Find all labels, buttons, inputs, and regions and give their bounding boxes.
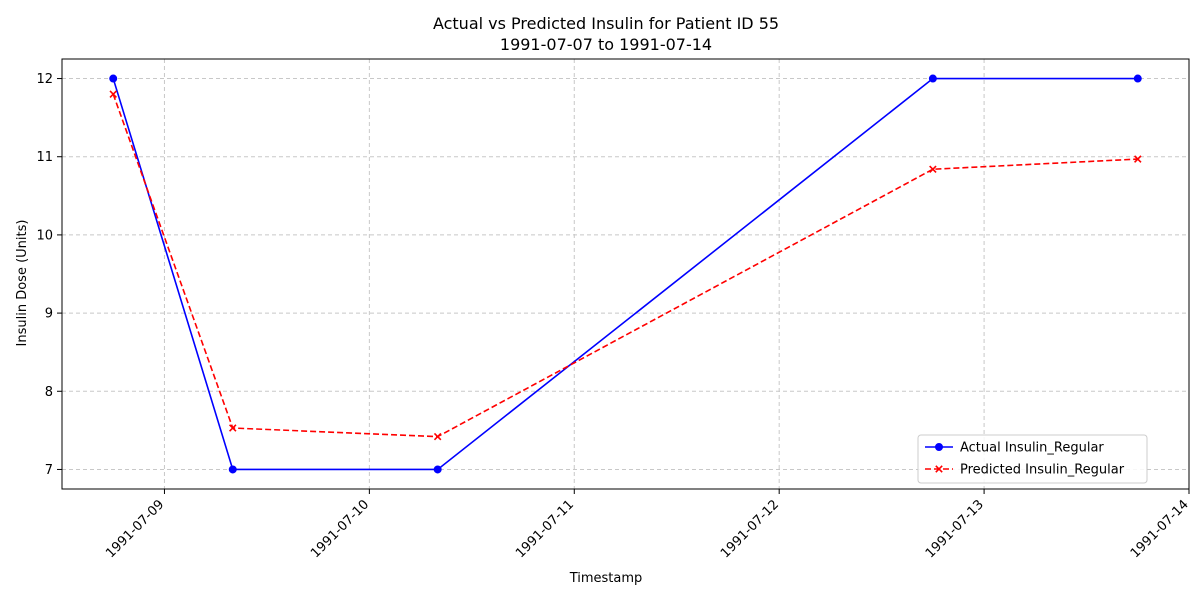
data-point bbox=[1134, 155, 1142, 163]
legend-box bbox=[917, 434, 1148, 484]
chart-subtitle: 1991-07-07 to 1991-07-14 bbox=[500, 35, 712, 54]
series-1 bbox=[109, 90, 1142, 441]
data-point bbox=[929, 165, 937, 174]
chart-title: Actual vs Predicted Insulin for Patient … bbox=[433, 14, 779, 33]
data-point bbox=[433, 465, 442, 474]
y-tick-label: 10 bbox=[36, 228, 53, 243]
x-tick-label: 1991-07-12 bbox=[718, 497, 782, 561]
y-tick-label: 8 bbox=[45, 385, 53, 400]
y-axis-label: Insulin Dose (Units) bbox=[15, 220, 30, 347]
data-point bbox=[109, 90, 117, 98]
y-tick-label: 11 bbox=[36, 150, 53, 165]
y-axis-ticks: 7 8 9 10 11 12 bbox=[36, 72, 62, 478]
x-tick-label: 1991-07-10 bbox=[308, 497, 372, 561]
legend-swatch-marker bbox=[935, 465, 943, 473]
y-tick-label: 9 bbox=[45, 307, 53, 322]
plot-frame bbox=[61, 58, 1190, 490]
data-point bbox=[228, 465, 237, 474]
x-tick-label: 1991-07-09 bbox=[103, 497, 167, 561]
y-tick-label: 12 bbox=[36, 72, 53, 87]
legend-label: Predicted Insulin_Regular bbox=[960, 463, 1125, 478]
data-point bbox=[109, 74, 118, 83]
grid bbox=[62, 59, 1190, 489]
x-tick-label: 1991-07-11 bbox=[513, 497, 577, 561]
legend-swatch-marker bbox=[935, 443, 943, 451]
x-tick-label: 1991-07-14 bbox=[1128, 497, 1192, 561]
data-point bbox=[228, 424, 237, 432]
data-point bbox=[928, 74, 937, 83]
data-point bbox=[433, 432, 442, 441]
legend-label: Actual Insulin_Regular bbox=[960, 441, 1104, 456]
y-tick-label: 7 bbox=[45, 463, 53, 478]
x-axis-label: Timestamp bbox=[569, 571, 643, 586]
x-tick-label: 1991-07-13 bbox=[923, 497, 987, 561]
legend: Actual Insulin_Regular Predicted Insulin_… bbox=[917, 434, 1148, 484]
data-point bbox=[1133, 74, 1142, 83]
series-layer bbox=[109, 74, 1142, 474]
series-0 bbox=[109, 74, 1142, 474]
x-axis-ticks: 1991-07-09 1991-07-10 1991-07-11 1991-07-12… bbox=[103, 489, 1192, 561]
